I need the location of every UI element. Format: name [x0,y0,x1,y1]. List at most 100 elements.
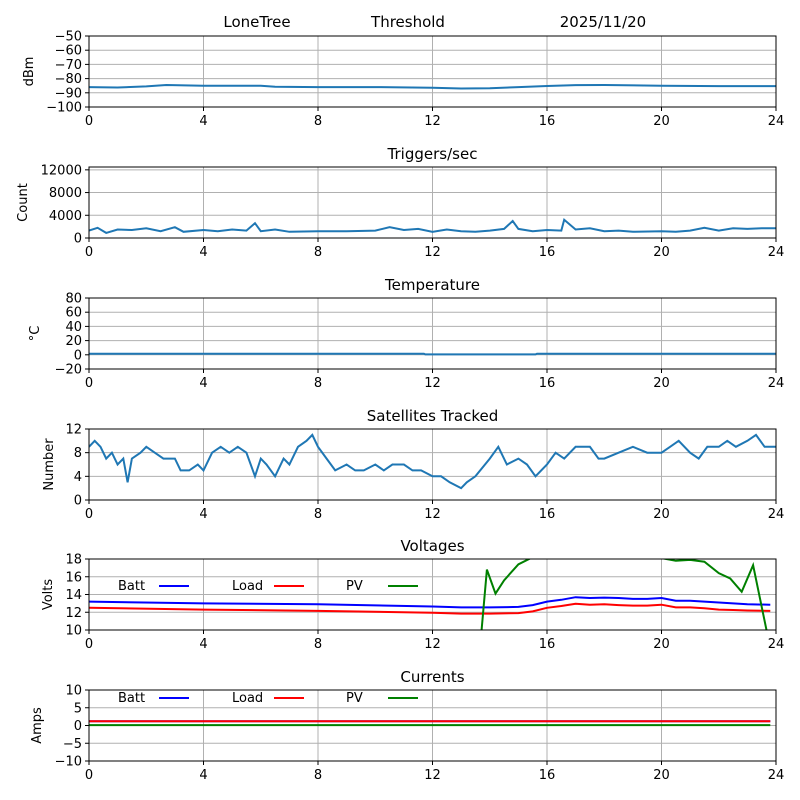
x-tick-label: 16 [539,376,556,391]
panel-5: 0 4 8 12 16 20 24 10 5 0 −5 −10 Currents Amps Batt Load… [30,668,784,783]
x-tick-label: 16 [539,114,556,129]
x-tick-label: 16 [539,768,556,783]
y-tick-label: −100 [46,101,82,116]
x-tick-label: 20 [653,376,670,391]
y-tick-label: −20 [55,363,82,378]
x-tick-label: 24 [768,507,785,522]
y-tick-label: −10 [55,755,82,770]
x-tick-label: 0 [85,114,93,129]
x-tick-label: 16 [539,637,556,652]
x-tick-label: 12 [424,114,441,129]
legend-label-batt: Batt [118,579,145,594]
x-tick-label: 0 [85,507,93,522]
y-tick-label: 0 [74,719,82,734]
y-axis-label: °C [28,326,43,342]
x-tick-label: 12 [424,507,441,522]
legend-label-load: Load [232,579,263,594]
panel-0: 0 4 8 12 16 20 24 −50−60−70−80−90−100 dBm [22,30,784,130]
x-tick-label: 8 [314,637,322,652]
y-tick-label: −50 [55,30,82,45]
x-tick-label: 24 [768,114,785,129]
y-tick-label: −90 [55,86,82,101]
panel-4: 0 4 8 12 16 20 24 18 16 14 12 10 Voltages Volts Batt Lo… [41,537,784,652]
y-axis-label: Volts [41,579,56,611]
x-tick-label: 20 [653,245,670,260]
x-tick-label: 0 [85,768,93,783]
x-tick-label: 4 [199,376,207,391]
x-tick-label: 12 [424,768,441,783]
x-tick-label: 24 [768,768,785,783]
panel-title: Satellites Tracked [367,407,498,425]
y-tick-label: 40 [65,320,82,335]
y-tick-label: 80 [65,292,82,307]
y-axis-label: Amps [30,707,45,744]
x-tick-label: 8 [314,376,322,391]
panel-title: Voltages [400,537,464,555]
y-tick-label: 18 [65,553,82,568]
x-tick-label: 4 [199,245,207,260]
header-station: LoneTree [223,13,290,31]
y-tick-label: −80 [55,72,82,87]
y-tick-label: 12000 [41,163,82,178]
x-tick-label: 0 [85,376,93,391]
panel-1: 0 4 8 12 16 20 24 12000 8000 4000 0 Triggers/sec Cou… [16,145,784,260]
y-axis-label: dBm [22,57,37,87]
x-tick-label: 12 [424,637,441,652]
y-tick-label: 10 [65,684,82,699]
y-tick-label: 0 [74,348,82,363]
x-tick-label: 16 [539,507,556,522]
y-tick-label: 4000 [49,209,82,224]
y-tick-label: 20 [65,334,82,349]
series-line-temperature [89,354,776,355]
panel-title: Temperature [384,276,480,294]
legend-label-pv: PV [346,579,363,594]
x-tick-label: 8 [314,507,322,522]
x-tick-label: 4 [199,768,207,783]
x-tick-label: 0 [85,637,93,652]
x-tick-label: 4 [199,114,207,129]
x-tick-label: 20 [653,507,670,522]
y-tick-label: 12 [65,423,82,438]
y-tick-label: −70 [55,58,82,73]
legend-label-batt: Batt [118,691,145,706]
x-tick-label: 24 [768,637,785,652]
y-tick-label: 5 [74,701,82,716]
y-tick-label: 8000 [49,186,82,201]
panel-title: Currents [400,668,464,686]
x-tick-label: 4 [199,507,207,522]
y-axis-label: Count [16,183,31,222]
x-tick-label: 12 [424,376,441,391]
x-tick-label: 8 [314,768,322,783]
legend-label-load: Load [232,691,263,706]
x-tick-label: 8 [314,245,322,260]
x-tick-label: 0 [85,245,93,260]
y-tick-label: −60 [55,44,82,59]
x-tick-label: 20 [653,114,670,129]
y-tick-label: 0 [74,232,82,247]
x-tick-label: 4 [199,637,207,652]
y-tick-label: 10 [65,624,82,639]
x-tick-label: 20 [653,637,670,652]
y-tick-label: 14 [65,588,82,603]
y-tick-label: −5 [63,737,82,752]
y-tick-label: 60 [65,306,82,321]
y-tick-label: 0 [74,494,82,509]
legend-label-pv: PV [346,691,363,706]
x-tick-label: 8 [314,114,322,129]
y-tick-label: 12 [65,606,82,621]
x-tick-label: 24 [768,245,785,260]
x-tick-label: 12 [424,245,441,260]
y-tick-label: 16 [65,570,82,585]
x-tick-label: 20 [653,768,670,783]
panel-3: 0 4 8 12 16 20 24 12 8 4 0 Satellites Tracked Number [42,407,784,522]
header-mode: Threshold [370,13,445,31]
y-tick-label: 4 [74,470,82,485]
header-date: 2025/11/20 [560,13,646,31]
y-axis-label: Number [42,438,57,491]
panel-title: Triggers/sec [387,145,478,163]
x-tick-label: 16 [539,245,556,260]
y-tick-label: 8 [74,446,82,461]
x-tick-label: 24 [768,376,785,391]
